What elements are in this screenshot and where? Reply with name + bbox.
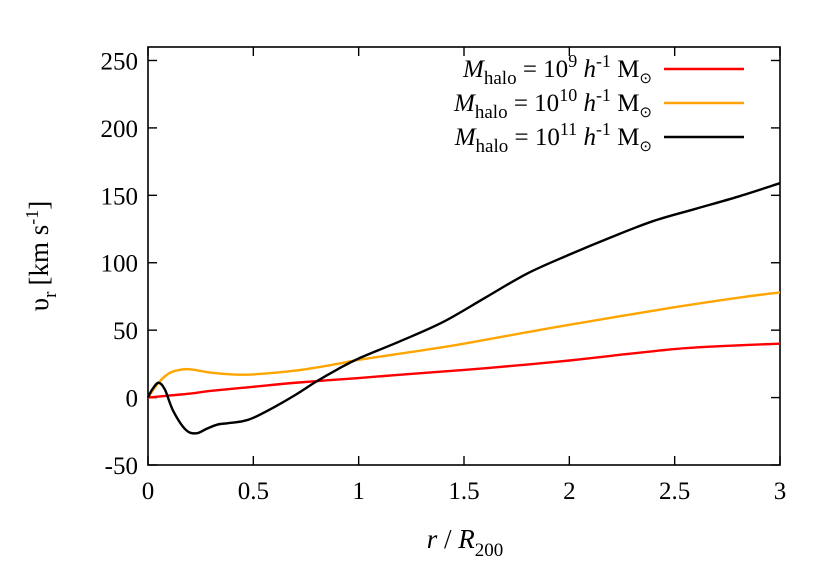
legend-part-eq: = 10 — [508, 90, 560, 117]
series-line-1 — [147, 342, 781, 399]
legend-part-h: h — [577, 90, 596, 117]
x-tick-label: 1 — [352, 478, 365, 505]
legend-part-exp: 11 — [560, 119, 577, 139]
y-tick-label: 200 — [101, 116, 139, 143]
series-line-2 — [147, 291, 781, 399]
y-axis-symbol: υ — [24, 298, 54, 311]
legend-part-sun: ⊙ — [639, 139, 652, 155]
y-axis-label: υr [km s-1] — [22, 201, 61, 311]
x-tick-label: 2.5 — [659, 478, 690, 505]
x-tick-label: 0 — [142, 478, 155, 505]
legend: Mhalo = 109 h-1 M⊙Mhalo = 1010 h-1 M⊙Mha… — [453, 51, 744, 157]
x-axis-denom-sub: 200 — [475, 540, 504, 561]
x-tick-label: 2 — [563, 478, 576, 505]
y-tick-label: 50 — [113, 318, 138, 345]
legend-label-2: Mhalo = 1010 h-1 M⊙ — [453, 85, 652, 123]
y-tick-label: 250 — [101, 48, 139, 75]
legend-part-hexp: -1 — [596, 51, 611, 71]
y-axis-symbol-sub: r — [40, 291, 61, 298]
legend-part-sun: ⊙ — [639, 105, 652, 121]
legend-part-exp: 10 — [559, 85, 577, 105]
x-tick-label: 0.5 — [238, 478, 269, 505]
x-axis-sep: / — [437, 524, 458, 554]
legend-part-eq: = 10 — [508, 124, 560, 151]
legend-part-M: M — [462, 56, 485, 83]
x-axis-label: r / R200 — [427, 524, 504, 561]
legend-part-M: M — [454, 124, 477, 151]
legend-part-unit: M — [611, 90, 639, 117]
y-tick-label: 100 — [101, 251, 139, 278]
legend-part-sub: halo — [475, 102, 508, 123]
x-tick-label: 3 — [774, 478, 787, 505]
legend-part-h: h — [577, 56, 596, 83]
legend-part-hexp: -1 — [596, 85, 611, 105]
y-tick-label: -50 — [105, 453, 138, 480]
legend-label-1: Mhalo = 109 h-1 M⊙ — [462, 51, 652, 89]
x-axis-denom: R — [457, 524, 475, 554]
series-lines — [146, 182, 781, 435]
legend-part-unit: M — [611, 56, 639, 83]
y-axis-unit-close: ] — [24, 201, 54, 210]
legend-part-unit: M — [611, 124, 639, 151]
legend-part-h: h — [577, 124, 596, 151]
legend-part-sub: halo — [476, 136, 509, 157]
legend-part-eq: = 10 — [517, 56, 569, 83]
y-axis-unit-sup: -1 — [22, 210, 42, 225]
y-axis-unit: [km s — [24, 225, 54, 286]
legend-part-sun: ⊙ — [639, 71, 652, 87]
legend-part-M: M — [453, 90, 476, 117]
y-tick-label: 150 — [101, 183, 139, 210]
legend-part-exp: 9 — [568, 51, 577, 71]
x-axis-var: r — [427, 524, 438, 554]
y-tick-label: 0 — [126, 386, 139, 413]
legend-part-hexp: -1 — [596, 119, 611, 139]
legend-label-3: Mhalo = 1011 h-1 M⊙ — [454, 119, 652, 157]
series-line-3 — [146, 182, 781, 435]
legend-part-sub: halo — [484, 68, 517, 89]
x-tick-label: 1.5 — [448, 478, 479, 505]
